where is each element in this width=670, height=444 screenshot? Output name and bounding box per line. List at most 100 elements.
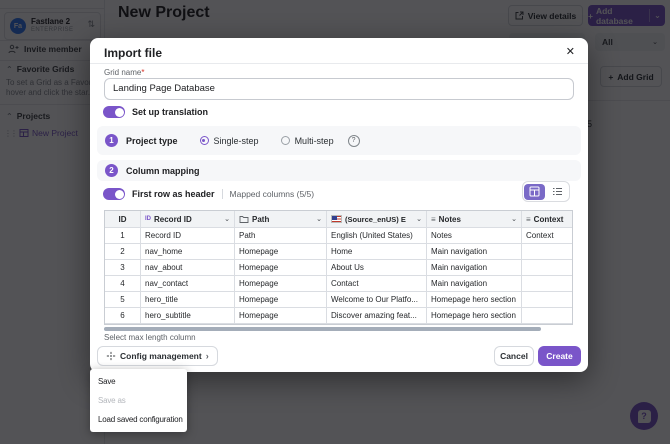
table-cell (522, 276, 572, 292)
first-row-as-header-label: First row as header (132, 189, 215, 199)
radio-selected-icon[interactable] (199, 136, 209, 145)
table-cell: Path (235, 228, 327, 244)
mapped-columns-label: Mapped columns (5/5) (229, 189, 315, 199)
header-label: Record ID (154, 214, 192, 224)
config-management-label: Config management (120, 351, 202, 361)
table-cell (522, 244, 572, 260)
table-cell: About Us (327, 260, 427, 276)
table-cell: English (United States) (327, 228, 427, 244)
chevron-down-icon[interactable]: ⌄ (416, 216, 422, 223)
chevron-down-icon[interactable]: ⌄ (224, 216, 230, 223)
table-header-context[interactable]: ≡ Context (522, 211, 572, 228)
table-cell: Homepage (235, 244, 327, 260)
create-label: Create (546, 351, 573, 361)
header-label: ID (118, 214, 127, 224)
table-cell: Main navigation (427, 260, 522, 276)
first-row-as-header-toggle[interactable] (103, 188, 125, 200)
table-cell: Welcome to Our Platfo... (327, 292, 427, 308)
chevron-down-icon[interactable]: ⌄ (316, 216, 322, 223)
step1-label: Project type (126, 135, 178, 146)
table-header-notes[interactable]: ≡ Notes ⌄ (427, 211, 522, 228)
row-index-cell: 5 (105, 292, 141, 308)
grid-name-input[interactable]: Landing Page Database (104, 78, 574, 100)
row-index-cell: 4 (105, 276, 141, 292)
modal-title: Import file (104, 46, 163, 60)
step1-number: 1 (105, 134, 118, 147)
radio-unselected-icon[interactable] (280, 136, 290, 145)
table-header-id: ID (105, 211, 141, 228)
text-lines-icon: ≡ (526, 214, 531, 224)
table-view-icon (529, 186, 540, 197)
select-max-length-hint: Select max length column (104, 333, 196, 342)
row-index-cell: 6 (105, 308, 141, 324)
table-header-source-language[interactable]: (Source_enUS) E ⌄ (327, 211, 427, 228)
menu-item-save[interactable]: Save (98, 377, 116, 386)
radio-multi-step[interactable]: Multi-step (280, 136, 334, 146)
table-header-record-id[interactable]: ID Record ID ⌄ (141, 211, 235, 228)
table-cell (522, 292, 572, 308)
row-index-cell: 2 (105, 244, 141, 260)
id-type-icon: ID (145, 216, 151, 222)
table-cell: Homepage (235, 308, 327, 324)
cancel-button[interactable]: Cancel (494, 346, 534, 366)
table-cell: Homepage hero section (427, 308, 522, 324)
config-management-button[interactable]: Config management › (97, 346, 218, 366)
step1-panel: 1 Project type Single-step Multi-step ? (97, 126, 581, 155)
grid-view-button[interactable] (524, 183, 545, 200)
import-file-modal: Import file ✕ Grid name* Landing Page Da… (90, 38, 588, 372)
table-cell: Contact (327, 276, 427, 292)
help-tooltip-icon[interactable]: ? (347, 134, 360, 147)
text-lines-icon: ≡ (431, 214, 436, 224)
table-cell: Main navigation (427, 244, 522, 260)
table-header-path[interactable]: Path ⌄ (235, 211, 327, 228)
step2-panel: 2 Column mapping (97, 160, 581, 181)
table-cell: Record ID (141, 228, 235, 244)
menu-item-load-saved-configuration[interactable]: Load saved configuration (98, 415, 183, 424)
divider (221, 189, 223, 199)
table-cell: Home (327, 244, 427, 260)
header-label: Path (252, 214, 270, 224)
grid-name-label-text: Grid name (104, 68, 142, 77)
table-cell: Discover amazing feat... (327, 308, 427, 324)
list-view-button[interactable] (547, 184, 568, 200)
required-asterisk: * (141, 68, 145, 77)
set-up-translation-toggle[interactable] (103, 106, 125, 118)
view-mode-toggle (522, 181, 570, 202)
table-cell (522, 260, 572, 276)
table-cell: Homepage (235, 276, 327, 292)
grid-name-label: Grid name* (104, 68, 144, 77)
radio-single-step[interactable]: Single-step (199, 135, 259, 146)
chevron-down-icon[interactable]: ⌄ (511, 216, 517, 223)
single-step-label: Single-step (213, 135, 259, 146)
horizontal-scrollbar-thumb[interactable] (104, 327, 541, 331)
cancel-label: Cancel (500, 351, 528, 361)
row-index-cell: 1 (105, 228, 141, 244)
folder-icon (239, 216, 249, 223)
table-cell: nav_home (141, 244, 235, 260)
us-flag-icon (331, 215, 342, 223)
create-button[interactable]: Create (538, 346, 581, 366)
column-mapping-table: ID ID Record ID ⌄ Path ⌄ (Source_enUS) E… (104, 210, 573, 325)
header-label: Context (533, 214, 564, 224)
list-view-icon (553, 188, 562, 195)
table-cell: Notes (427, 228, 522, 244)
close-icon[interactable]: ✕ (565, 46, 575, 58)
table-cell: nav_about (141, 260, 235, 276)
table-cell: nav_contact (141, 276, 235, 292)
config-management-menu: Save Save as Load saved configuration (90, 369, 187, 432)
chevron-right-icon: › (205, 351, 209, 361)
table-cell: Main navigation (427, 276, 522, 292)
menu-item-save-as: Save as (98, 396, 126, 405)
table-cell: Homepage (235, 260, 327, 276)
step2-number: 2 (105, 164, 118, 177)
config-icon (106, 351, 116, 361)
header-label: Notes (438, 214, 461, 224)
table-cell: hero_title (141, 292, 235, 308)
table-cell: hero_subtitle (141, 308, 235, 324)
first-row-header-row: First row as header Mapped columns (5/5) (103, 188, 314, 200)
translation-toggle-row: Set up translation (103, 106, 208, 118)
divider (90, 63, 588, 64)
table-cell: Homepage hero section (427, 292, 522, 308)
set-up-translation-label: Set up translation (132, 107, 209, 117)
